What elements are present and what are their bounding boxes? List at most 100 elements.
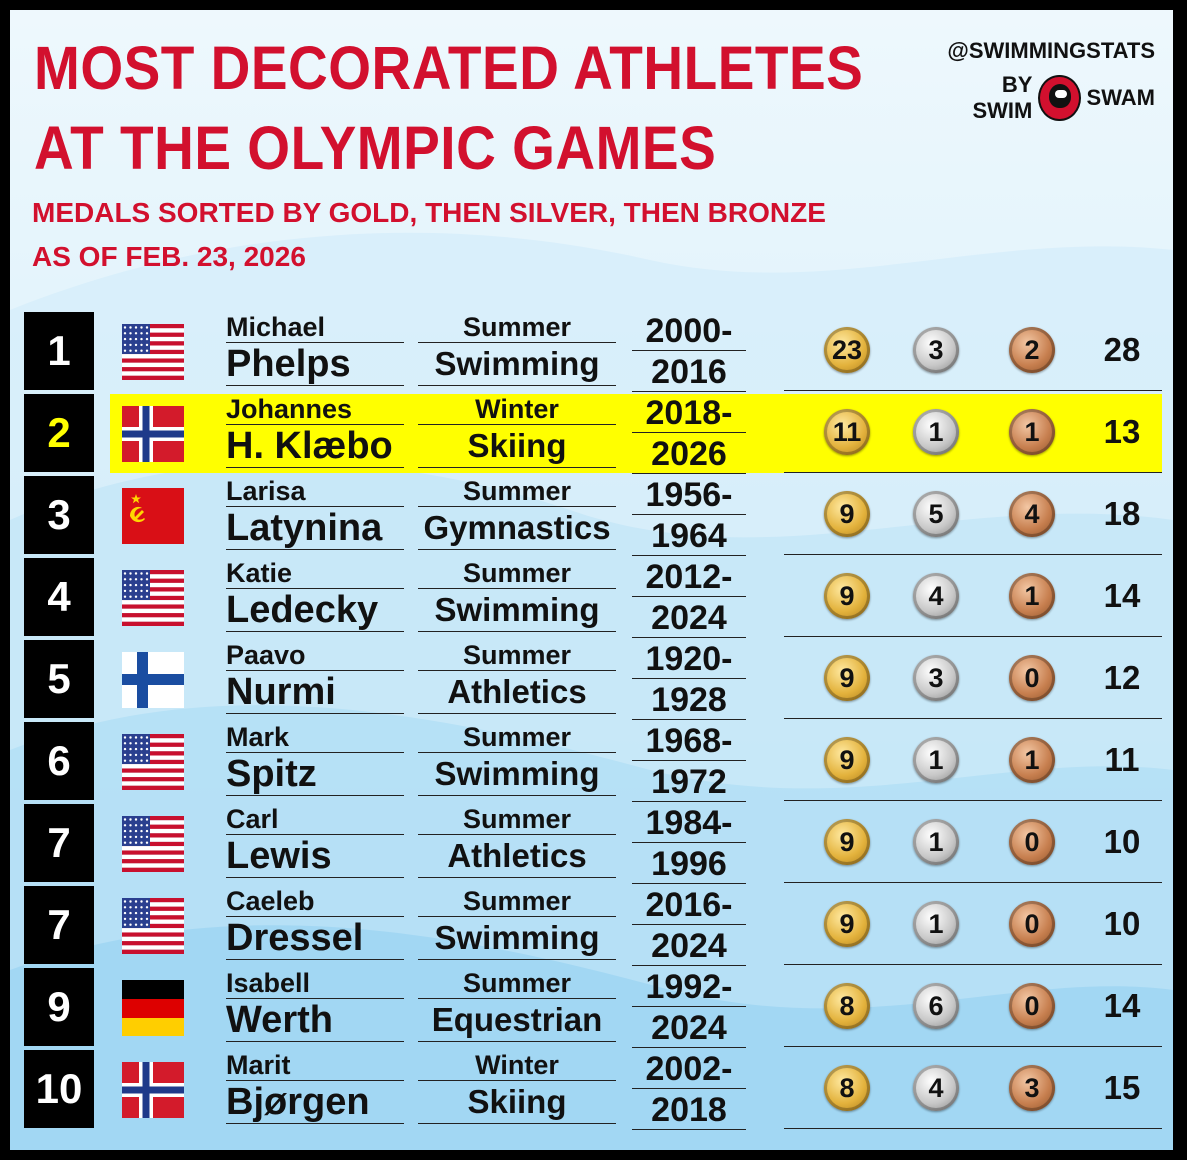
- flag-norway-icon: [122, 406, 184, 462]
- gold-medal-icon: 9: [824, 655, 870, 701]
- rank-cell: 6: [24, 722, 94, 800]
- games-sport-cell: Summer Athletics: [418, 638, 616, 718]
- games-sport-cell: Summer Gymnastics: [418, 474, 616, 554]
- silver-medal-icon: 3: [913, 655, 959, 701]
- years-start: 2016-: [632, 884, 746, 925]
- years-end: 2024: [632, 597, 746, 638]
- athlete-first-name: Johannes: [226, 392, 404, 425]
- flag-usa-icon: [122, 898, 184, 954]
- games-season: Summer: [418, 474, 616, 507]
- rank-cell: 2: [24, 394, 94, 472]
- athlete-name-cell: Katie Ledecky: [226, 556, 404, 636]
- total-medals: 15: [1103, 1069, 1141, 1106]
- swimswam-logo-icon: [1038, 75, 1081, 121]
- athlete-first-name: Caeleb: [226, 884, 404, 917]
- gold-medal-icon: 9: [824, 573, 870, 619]
- silver-medal-icon: 1: [913, 819, 959, 865]
- athlete-name-cell: Caeleb Dressel: [226, 884, 404, 964]
- sport-name: Swimming: [418, 589, 616, 632]
- athlete-last-name: Werth: [226, 999, 404, 1042]
- athlete-last-name: Spitz: [226, 753, 404, 796]
- years-cell: 1984- 1996: [632, 802, 746, 884]
- years-cell: 2012- 2024: [632, 556, 746, 638]
- athlete-name-cell: Mark Spitz: [226, 720, 404, 800]
- silver-medal-icon: 5: [913, 491, 959, 537]
- table-row: 1 Michael Phelps Summer Swimming 2000- 2…: [24, 310, 1162, 392]
- page-title-line-1: MOST DECORATED ATHLETES: [34, 32, 864, 103]
- games-sport-cell: Summer Equestrian: [418, 966, 616, 1046]
- years-start: 2012-: [632, 556, 746, 597]
- games-sport-cell: Summer Athletics: [418, 802, 616, 882]
- years-cell: 2018- 2026: [632, 392, 746, 474]
- table-row: 2 Johannes H. Klæbo Winter Skiing 2018- …: [24, 392, 1162, 474]
- athlete-first-name: Katie: [226, 556, 404, 589]
- medals-cell: 9 5 4 18: [784, 474, 1162, 555]
- athlete-name-cell: Michael Phelps: [226, 310, 404, 390]
- table-row: 7 Carl Lewis Summer Athletics 1984- 1996…: [24, 802, 1162, 884]
- years-end: 1972: [632, 761, 746, 802]
- athlete-last-name: Lewis: [226, 835, 404, 878]
- brand-handle: @SWIMMINGSTATS: [947, 38, 1155, 63]
- medals-cell: 9 1 0 10: [784, 884, 1162, 965]
- athlete-table: 1 Michael Phelps Summer Swimming 2000- 2…: [24, 310, 1162, 1130]
- row-highlight: [110, 394, 1162, 473]
- years-end: 1964: [632, 515, 746, 556]
- years-end: 1928: [632, 679, 746, 720]
- years-cell: 1956- 1964: [632, 474, 746, 556]
- years-cell: 1920- 1928: [632, 638, 746, 720]
- athlete-first-name: Isabell: [226, 966, 404, 999]
- silver-medal-icon: 1: [913, 737, 959, 783]
- years-cell: 2016- 2024: [632, 884, 746, 966]
- table-row: 9 Isabell Werth Summer Equestrian 1992- …: [24, 966, 1162, 1048]
- rank-cell: 4: [24, 558, 94, 636]
- years-end: 2024: [632, 1007, 746, 1048]
- infographic-frame: MOST DECORATED ATHLETES AT THE OLYMPIC G…: [10, 10, 1173, 1150]
- athlete-last-name: Latynina: [226, 507, 404, 550]
- athlete-name-cell: Isabell Werth: [226, 966, 404, 1046]
- rank-cell: 7: [24, 804, 94, 882]
- games-season: Summer: [418, 556, 616, 589]
- medals-cell: 9 1 1 11: [784, 720, 1162, 801]
- athlete-first-name: Carl: [226, 802, 404, 835]
- rank-cell: 5: [24, 640, 94, 718]
- silver-medal-icon: 1: [913, 409, 959, 455]
- athlete-last-name: Ledecky: [226, 589, 404, 632]
- years-cell: 2002- 2018: [632, 1048, 746, 1130]
- flag-germany-icon: [122, 980, 184, 1036]
- athlete-name-cell: Johannes H. Klæbo: [226, 392, 404, 472]
- athlete-first-name: Michael: [226, 310, 404, 343]
- bronze-medal-icon: 0: [1009, 655, 1055, 701]
- athlete-first-name: Larisa: [226, 474, 404, 507]
- years-cell: 1968- 1972: [632, 720, 746, 802]
- total-medals: 10: [1103, 905, 1141, 942]
- bronze-medal-icon: 1: [1009, 573, 1055, 619]
- athlete-last-name: H. Klæbo: [226, 425, 404, 468]
- athlete-first-name: Mark: [226, 720, 404, 753]
- subtitle-line-1: MEDALS SORTED BY GOLD, THEN SILVER, THEN…: [32, 197, 826, 228]
- games-sport-cell: Summer Swimming: [418, 720, 616, 800]
- flag-finland-icon: [122, 652, 184, 708]
- silver-medal-icon: 4: [913, 573, 959, 619]
- games-season: Winter: [418, 392, 616, 425]
- gold-medal-icon: 9: [824, 819, 870, 865]
- bronze-medal-icon: 1: [1009, 737, 1055, 783]
- total-medals: 13: [1103, 413, 1141, 450]
- rank-cell: 1: [24, 312, 94, 390]
- gold-medal-icon: 8: [824, 983, 870, 1029]
- total-medals: 18: [1103, 495, 1141, 532]
- subtitle-line-2: AS OF FEB. 23, 2026: [32, 241, 306, 272]
- brand-line: BY SWIM SWAM: [945, 72, 1155, 124]
- total-medals: 14: [1103, 987, 1141, 1024]
- sport-name: Swimming: [418, 917, 616, 960]
- games-sport-cell: Summer Swimming: [418, 310, 616, 390]
- games-season: Summer: [418, 310, 616, 343]
- sport-name: Athletics: [418, 671, 616, 714]
- bronze-medal-icon: 0: [1009, 901, 1055, 947]
- bronze-medal-icon: 0: [1009, 983, 1055, 1029]
- sport-name: Skiing: [418, 1081, 616, 1124]
- sport-name: Gymnastics: [418, 507, 616, 550]
- bronze-medal-icon: 1: [1009, 409, 1055, 455]
- games-season: Winter: [418, 1048, 616, 1081]
- games-season: Summer: [418, 720, 616, 753]
- years-start: 1920-: [632, 638, 746, 679]
